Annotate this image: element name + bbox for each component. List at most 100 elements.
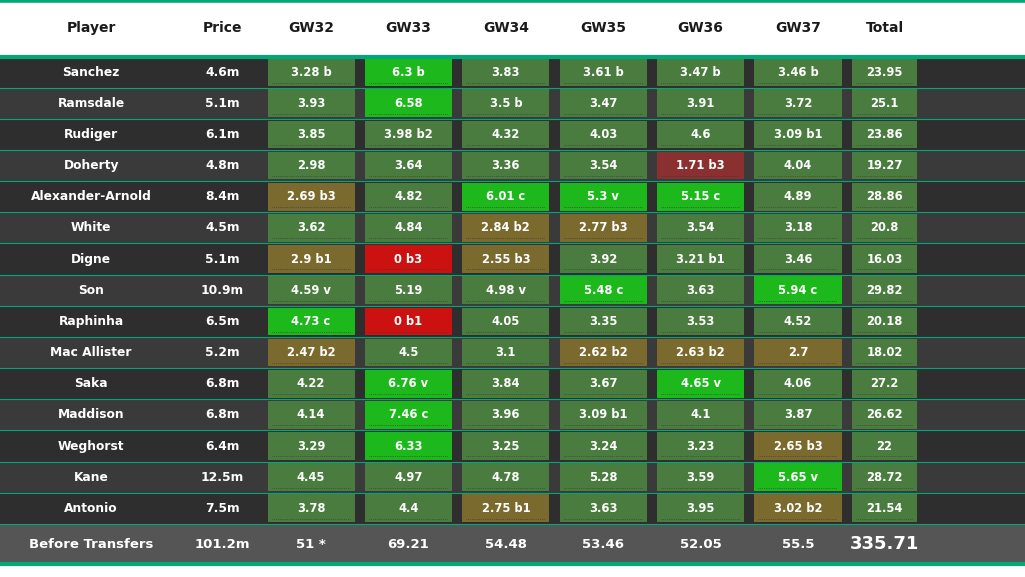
Bar: [852, 276, 917, 304]
Bar: [268, 183, 355, 211]
Text: 4.65 v: 4.65 v: [681, 377, 721, 390]
Bar: [365, 276, 452, 304]
Text: Mac Allister: Mac Allister: [50, 346, 132, 359]
Text: 5.3 v: 5.3 v: [587, 190, 619, 203]
Bar: [560, 494, 647, 522]
Bar: [268, 58, 355, 86]
Text: GW35: GW35: [580, 21, 626, 35]
Text: GW33: GW33: [385, 21, 432, 35]
Bar: [268, 494, 355, 522]
Bar: [462, 121, 549, 148]
Text: Ramsdale: Ramsdale: [57, 97, 125, 110]
Bar: [0, 430, 1025, 462]
Text: 69.21: 69.21: [387, 538, 429, 550]
Bar: [365, 89, 452, 117]
Text: 3.95: 3.95: [687, 502, 714, 515]
Text: 3.87: 3.87: [784, 409, 812, 421]
Text: 2.69 b3: 2.69 b3: [287, 190, 335, 203]
Text: 3.59: 3.59: [687, 471, 714, 484]
Bar: [852, 401, 917, 429]
Bar: [365, 214, 452, 242]
Bar: [0, 212, 1025, 243]
Text: 1.71 b3: 1.71 b3: [676, 159, 725, 172]
Bar: [365, 121, 452, 148]
Text: 3.18: 3.18: [784, 222, 812, 234]
Text: 4.45: 4.45: [297, 471, 325, 484]
Text: 3.83: 3.83: [492, 66, 520, 78]
Text: 3.64: 3.64: [395, 159, 422, 172]
Bar: [0, 493, 1025, 524]
Bar: [268, 401, 355, 429]
Bar: [462, 401, 549, 429]
Bar: [268, 276, 355, 304]
Text: 4.97: 4.97: [395, 471, 422, 484]
Bar: [462, 339, 549, 366]
Text: 4.06: 4.06: [784, 377, 812, 390]
Text: 3.25: 3.25: [492, 440, 520, 452]
Bar: [754, 432, 842, 460]
Text: 7.5m: 7.5m: [205, 502, 240, 515]
Bar: [462, 152, 549, 179]
Bar: [0, 399, 1025, 430]
Bar: [560, 245, 647, 273]
Bar: [657, 308, 744, 335]
Bar: [0, 275, 1025, 306]
Bar: [754, 89, 842, 117]
Bar: [657, 494, 744, 522]
Bar: [560, 432, 647, 460]
Text: 23.95: 23.95: [866, 66, 903, 78]
Text: Antonio: Antonio: [65, 502, 118, 515]
Text: 6.01 c: 6.01 c: [486, 190, 526, 203]
Text: 3.92: 3.92: [589, 253, 617, 265]
Bar: [560, 89, 647, 117]
Text: 3.35: 3.35: [589, 315, 617, 328]
Text: 2.65 b3: 2.65 b3: [774, 440, 822, 452]
Text: 6.76 v: 6.76 v: [388, 377, 428, 390]
Text: 3.63: 3.63: [589, 502, 617, 515]
Text: 4.6m: 4.6m: [205, 66, 240, 78]
Bar: [462, 245, 549, 273]
Text: 3.67: 3.67: [589, 377, 617, 390]
Bar: [0, 181, 1025, 212]
Text: Doherty: Doherty: [64, 159, 119, 172]
Bar: [365, 183, 452, 211]
Bar: [365, 339, 452, 366]
Text: 10.9m: 10.9m: [201, 284, 244, 297]
Text: 25.1: 25.1: [870, 97, 899, 110]
Text: 7.46 c: 7.46 c: [388, 409, 428, 421]
Bar: [657, 214, 744, 242]
Text: 3.29: 3.29: [297, 440, 325, 452]
Bar: [560, 276, 647, 304]
Text: Price: Price: [203, 21, 242, 35]
Text: 5.19: 5.19: [395, 284, 422, 297]
Bar: [560, 370, 647, 398]
Bar: [462, 89, 549, 117]
Bar: [657, 245, 744, 273]
Bar: [657, 432, 744, 460]
Text: 3.46: 3.46: [784, 253, 812, 265]
Text: 5.2m: 5.2m: [205, 346, 240, 359]
Text: 4.52: 4.52: [784, 315, 812, 328]
Text: 3.85: 3.85: [297, 128, 325, 141]
Bar: [0, 337, 1025, 368]
Text: Saka: Saka: [75, 377, 108, 390]
Bar: [560, 401, 647, 429]
Text: 28.86: 28.86: [866, 190, 903, 203]
Text: 8.4m: 8.4m: [205, 190, 240, 203]
Text: 4.8m: 4.8m: [205, 159, 240, 172]
Bar: [657, 58, 744, 86]
Text: Rudiger: Rudiger: [65, 128, 118, 141]
Bar: [657, 152, 744, 179]
Text: 4.22: 4.22: [297, 377, 325, 390]
Text: 19.27: 19.27: [866, 159, 903, 172]
Text: Alexander-Arnold: Alexander-Arnold: [31, 190, 152, 203]
Text: 21.54: 21.54: [866, 502, 903, 515]
Text: 6.8m: 6.8m: [205, 409, 240, 421]
Text: 4.6: 4.6: [690, 128, 710, 141]
Bar: [754, 245, 842, 273]
Text: GW32: GW32: [288, 21, 334, 35]
Bar: [657, 89, 744, 117]
Text: 2.75 b1: 2.75 b1: [482, 502, 530, 515]
Bar: [268, 152, 355, 179]
Bar: [462, 308, 549, 335]
